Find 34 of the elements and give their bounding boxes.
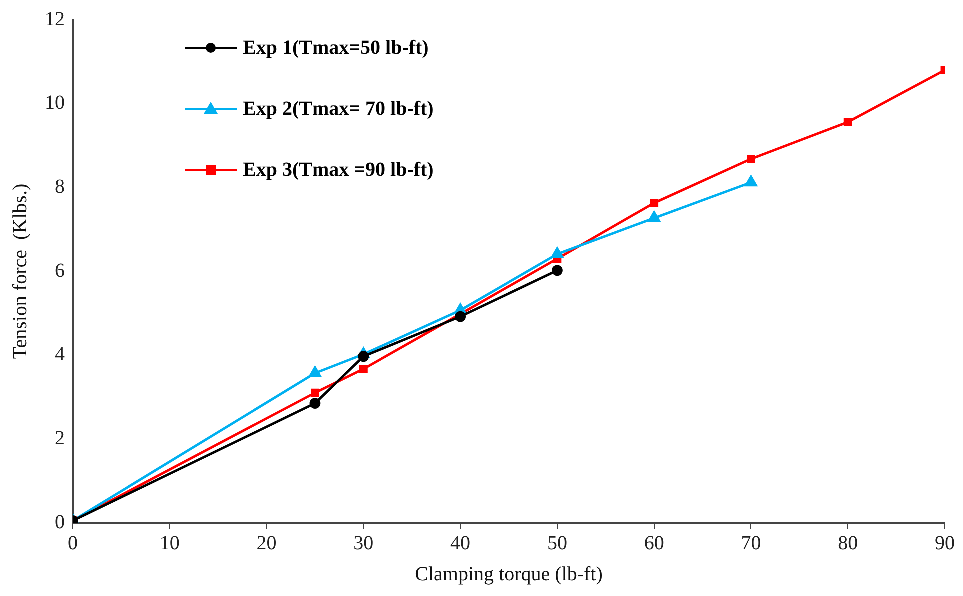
y-tick-label: 8 bbox=[55, 176, 65, 198]
y-tick-label: 4 bbox=[55, 344, 65, 366]
x-tick-label: 80 bbox=[838, 532, 858, 554]
y-tick-label: 6 bbox=[55, 260, 65, 282]
x-tick-label: 10 bbox=[160, 532, 180, 554]
x-axis-title: Clamping torque (lb-ft) bbox=[415, 563, 603, 586]
y-tick-label: 0 bbox=[55, 511, 65, 534]
point bbox=[650, 198, 659, 208]
x-tick-label: 20 bbox=[256, 532, 277, 554]
legend-label: Exp 2(Tmax= 70 lb-ft) bbox=[243, 98, 434, 120]
y-tick-label: 2 bbox=[55, 427, 65, 450]
point bbox=[844, 118, 852, 126]
point bbox=[745, 176, 758, 187]
point bbox=[310, 398, 321, 409]
y-tick-label: 10 bbox=[45, 92, 65, 114]
x-tick-label: 70 bbox=[741, 532, 762, 554]
point bbox=[648, 212, 660, 222]
legend-label: Exp 1(Tmax=50 lb-ft) bbox=[243, 36, 429, 60]
legend-label: Exp 3(Tmax =90 lb-ft) bbox=[243, 158, 434, 182]
y-tick-label: 12 bbox=[45, 8, 65, 30]
point bbox=[552, 265, 563, 276]
point bbox=[358, 351, 370, 362]
x-tick-label: 40 bbox=[450, 532, 471, 554]
point bbox=[309, 366, 322, 378]
point bbox=[455, 311, 466, 322]
x-tick-label: 90 bbox=[935, 532, 955, 554]
x-tick-label: 50 bbox=[547, 532, 568, 554]
x-tick-label: 30 bbox=[354, 532, 374, 554]
x-tick-label: 60 bbox=[644, 532, 664, 554]
y-axis-title: Tension force (Klbs.) bbox=[9, 184, 32, 360]
point bbox=[747, 154, 756, 164]
point bbox=[311, 388, 320, 398]
point bbox=[551, 248, 564, 258]
point bbox=[359, 364, 368, 374]
